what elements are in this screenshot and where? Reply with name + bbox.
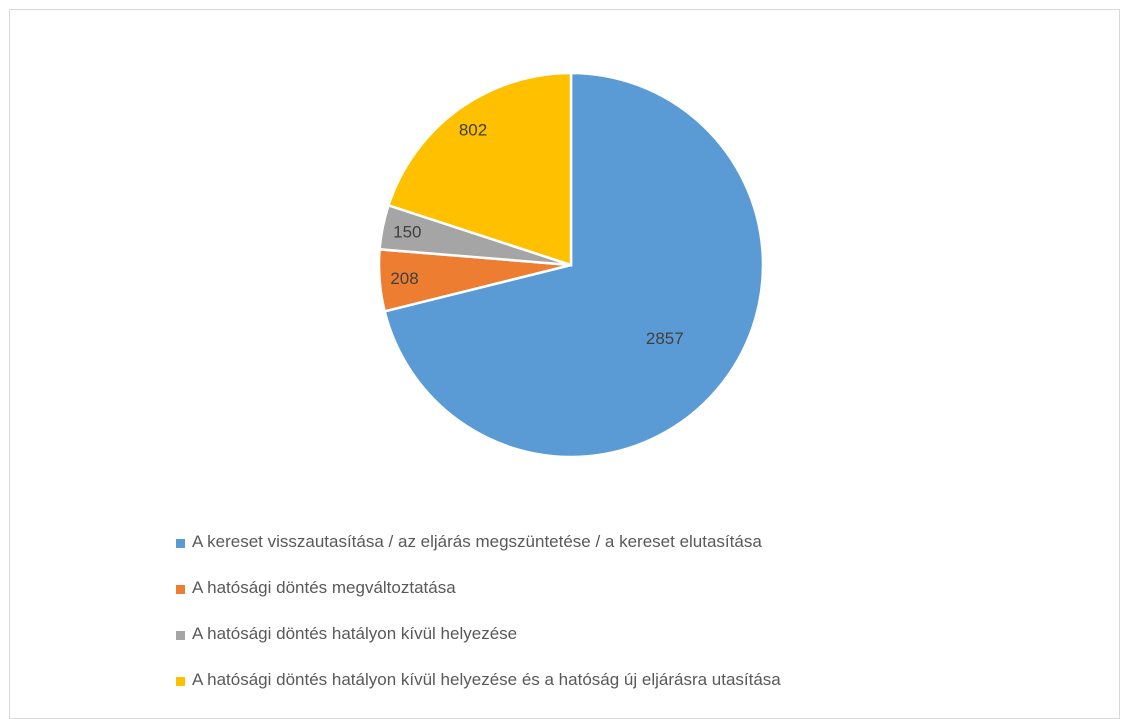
pie-slice-0 bbox=[383, 71, 765, 459]
data-label-2: 150 bbox=[393, 223, 421, 242]
legend-item-0: A kereset visszautasítása / az eljárás m… bbox=[176, 530, 1076, 576]
legend-label-0: A kereset visszautasítása / az eljárás m… bbox=[192, 532, 762, 551]
legend: A kereset visszautasítása / az eljárás m… bbox=[176, 530, 1076, 714]
legend-swatch-2 bbox=[176, 631, 185, 640]
legend-item-3: A hatósági döntés hatályon kívül helyezé… bbox=[176, 668, 1076, 714]
data-label-0: 2857 bbox=[646, 329, 684, 348]
legend-item-2: A hatósági döntés hatályon kívül helyezé… bbox=[176, 622, 1076, 668]
legend-label-2: A hatósági döntés hatályon kívül helyezé… bbox=[192, 624, 518, 643]
legend-label-3: A hatósági döntés hatályon kívül helyezé… bbox=[192, 670, 781, 689]
legend-item-1: A hatósági döntés megváltoztatása bbox=[176, 576, 1076, 622]
legend-label-1: A hatósági döntés megváltoztatása bbox=[192, 578, 456, 597]
legend-swatch-1 bbox=[176, 585, 185, 594]
pie-slice-3 bbox=[386, 71, 573, 267]
data-label-3: 802 bbox=[459, 120, 487, 139]
legend-swatch-0 bbox=[176, 539, 185, 548]
data-label-1: 208 bbox=[390, 269, 418, 288]
legend-swatch-3 bbox=[176, 677, 185, 686]
